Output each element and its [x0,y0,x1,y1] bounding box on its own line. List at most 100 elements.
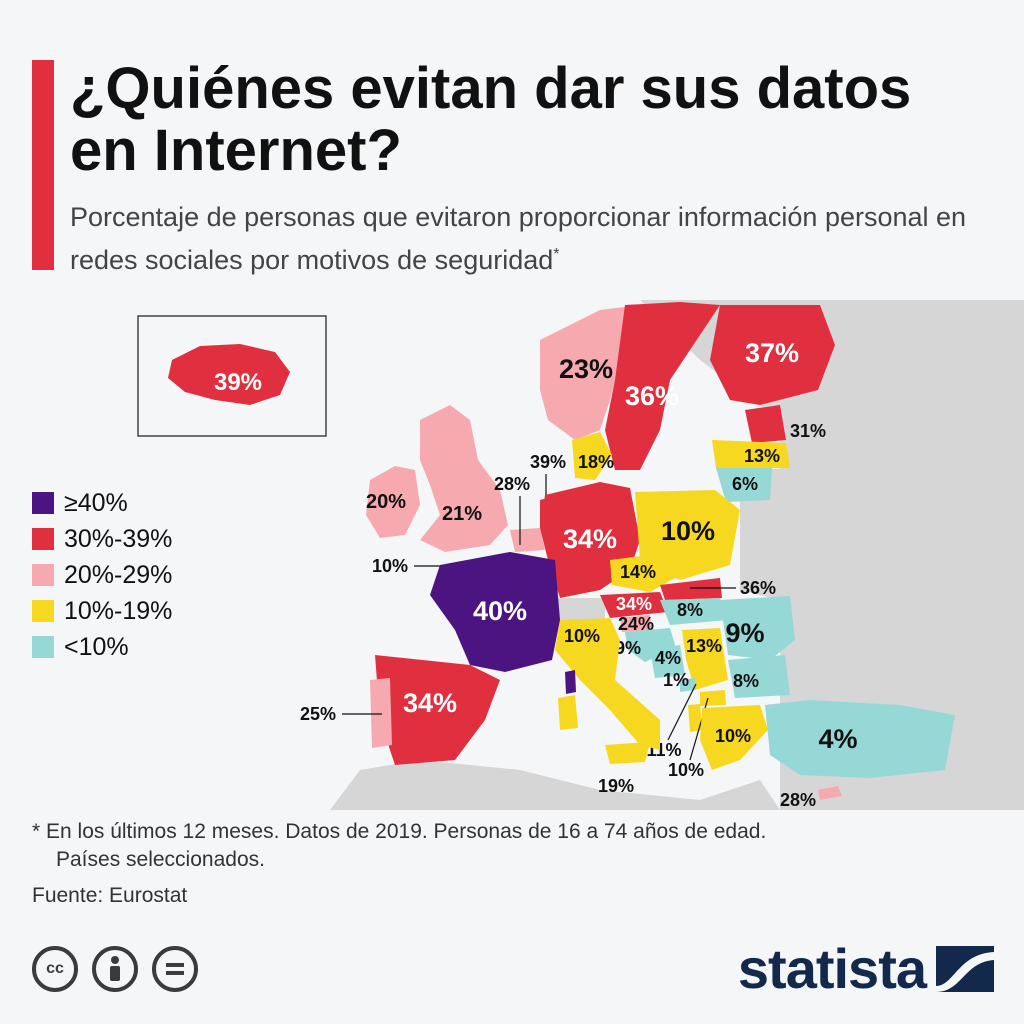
lithuania-shape [716,468,772,502]
malta-label: 19% [598,776,634,796]
estonia-shape [745,405,786,443]
legend-label-ge40: ≥40% [64,488,128,517]
france-label: 40% [473,596,527,626]
czechia-shape [610,555,680,592]
north-macedonia-leader [667,683,697,741]
denmark-label: 18% [578,452,614,472]
turkey-label: 4% [818,724,857,754]
subtitle-footnote-mark: * [553,246,560,263]
hungary-shape [660,598,728,625]
romania-shape [720,596,795,660]
lithuania-label: 6% [732,474,758,494]
ireland-shape [366,466,420,538]
other-land-belarus-ukraine [740,460,1024,640]
ireland-label: 20% [366,491,406,513]
subtitle: Porcentaje de personas que evitaron prop… [70,198,1010,279]
no-derivatives-icon[interactable] [152,946,198,992]
accent-bar [32,60,54,270]
czechia-label: 14% [620,562,656,582]
legend-swatch-30-39 [32,528,54,550]
slovenia-shape [620,615,652,632]
equals-icon [166,963,184,975]
spain-shape [375,655,500,765]
luxembourg-label: 10% [372,556,408,576]
finland-shape [710,305,835,405]
france-shape [430,552,560,672]
legend-swatch-lt10 [32,636,54,658]
portugal-label: 25% [300,704,336,724]
license-icons: cc [32,946,198,992]
turkey-shape [765,700,955,778]
slovenia-label: 24% [618,614,654,634]
bosnia-label: 4% [655,648,681,668]
montenegro-label: 1% [663,670,689,690]
finland-label: 37% [745,338,799,368]
slovakia-label: 36% [740,578,776,598]
cc-icon-text: cc [46,960,64,977]
croatia-label: 9% [615,638,641,658]
germany-label: 34% [563,524,617,554]
uk-label: 21% [442,503,482,525]
belgium-label: 28% [494,474,530,494]
spain-label: 34% [403,688,457,718]
sweden-shape [605,302,720,470]
legend-swatch-ge40 [32,492,54,514]
denmark-shape [572,432,612,480]
poland-shape [635,490,740,580]
legend-item-ge40: ≥40% [32,485,172,521]
bosnia-shape [650,645,685,678]
iceland-label: 39% [214,369,262,396]
corsica-shape [565,670,576,694]
source-note: Fuente: Eurostat [32,884,188,907]
romania-label: 9% [725,618,764,648]
statista-logo[interactable]: statista [738,936,994,1001]
sardinia-shape [558,695,578,730]
poland-label: 10% [661,516,715,546]
norway-shape [540,305,640,440]
belgium-shape [510,528,545,552]
latvia-label: 13% [744,446,780,466]
map-legend: ≥40% 30%-39% 20%-29% 10%-19% <10% [32,485,172,665]
bulgaria-shape [728,655,790,698]
logo-wordmark: statista [737,937,927,1000]
legend-label-20-29: 20%-29% [64,560,173,589]
portugal-shape [370,678,392,748]
uk-shape [420,405,508,552]
north-macedonia-shape [700,690,726,706]
subtitle-text: Porcentaje de personas que evitaron prop… [70,202,967,275]
sicily-shape [605,742,650,764]
latvia-shape [712,440,790,468]
italy-shape [555,618,660,750]
bulgaria-label: 8% [733,671,759,691]
serbia-shape [682,628,728,690]
legend-item-20-29: 20%-29% [32,557,172,593]
albania-label: 10% [668,760,704,780]
other-land-switzerland [556,598,605,622]
europe-map: 39% 20% 21% 23% 36% 37% 31% 13% 6% 18% 3… [137,300,1024,810]
slovakia-shape [660,578,722,600]
austria-label: 34% [616,594,652,614]
legend-item-10-19: 10%-19% [32,593,172,629]
legend-label-lt10: <10% [64,632,129,661]
other-land-africa [330,760,780,810]
sweden-label: 36% [625,381,679,411]
legend-swatch-20-29 [32,564,54,586]
legend-label-30-39: 30%-39% [64,524,173,553]
greece-label: 10% [715,726,751,746]
albania-shape [688,704,702,732]
statista-mark-icon [936,945,994,992]
iceland-inset-frame [137,315,327,437]
hungary-label: 8% [677,600,703,620]
montenegro-shape [680,678,695,692]
iceland-shape [168,344,290,405]
italy-label: 10% [564,626,600,646]
estonia-label: 31% [790,421,826,441]
legend-label-10-19: 10%-19% [64,596,173,625]
cyprus-shape [818,786,842,800]
cc-icon[interactable]: cc [32,946,78,992]
page-title: ¿Quiénes evitan dar sus datos en Interne… [70,56,912,183]
cyprus-label: 28% [780,790,816,810]
attribution-icon[interactable] [92,946,138,992]
person-icon [110,956,120,981]
legend-swatch-10-19 [32,600,54,622]
